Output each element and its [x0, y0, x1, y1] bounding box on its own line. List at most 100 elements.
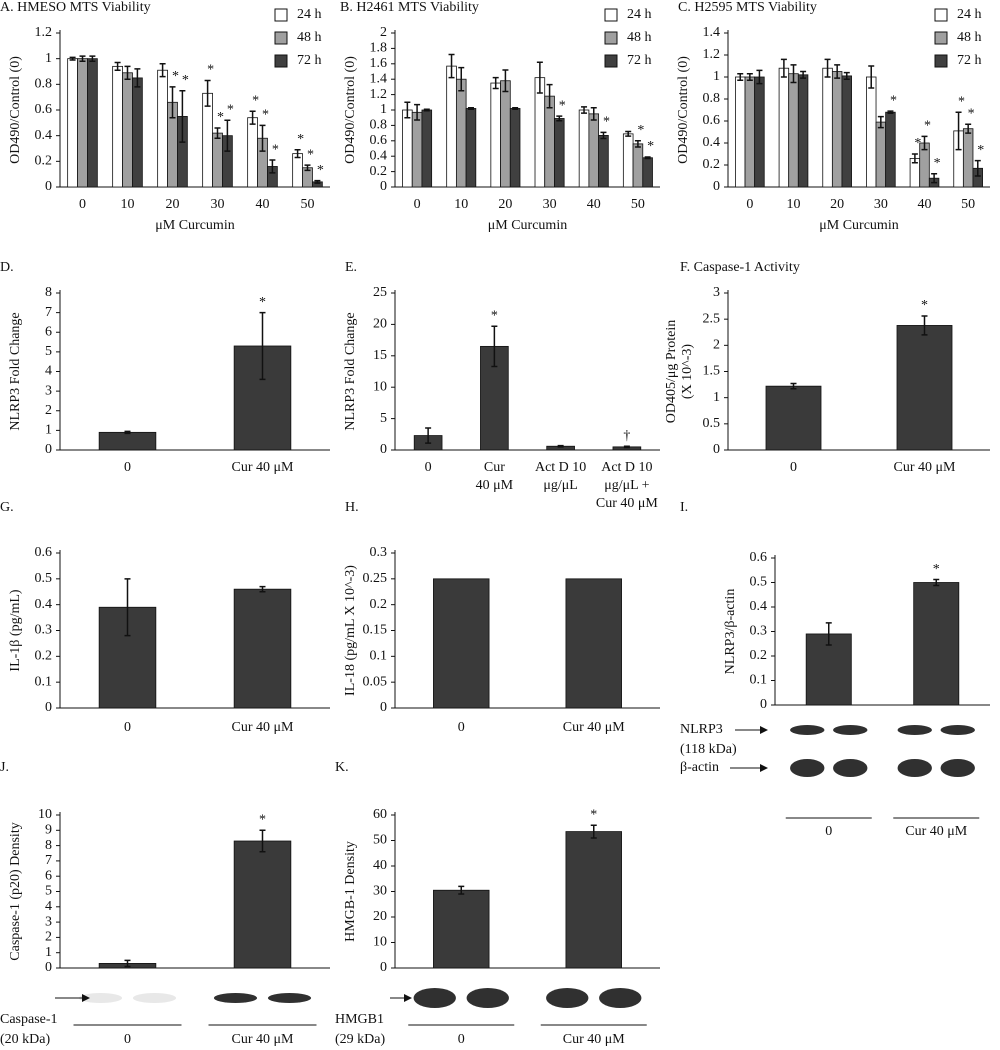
blot-label: NLRP3	[680, 722, 723, 737]
significance-mark: *	[172, 69, 179, 84]
y-tick-label: 0.6	[703, 113, 721, 128]
y-tick-label: 0.6	[370, 133, 388, 148]
error-bar	[546, 83, 553, 109]
bar	[885, 111, 896, 188]
significance-mark: *	[259, 295, 266, 310]
blot-label: HMGB1	[335, 1012, 384, 1027]
y-tick-label: 0.2	[370, 164, 388, 179]
x-axis-label: μM Curcumin	[488, 218, 567, 233]
y-tick-label: 3	[45, 383, 52, 398]
x-tick-label: Act D 10	[601, 460, 652, 475]
x-tick-label: Cur 40 μM	[232, 720, 295, 735]
error-bar	[224, 119, 231, 152]
error-bar	[556, 115, 563, 122]
bar	[797, 74, 809, 188]
y-tick-label: 0	[760, 697, 767, 712]
panel-title: I.	[680, 500, 688, 515]
error-bar	[467, 106, 474, 110]
bar	[455, 78, 467, 188]
bar	[554, 118, 565, 188]
blot-band	[790, 725, 825, 735]
blot-band	[833, 725, 868, 735]
y-tick-label: 4	[45, 364, 52, 379]
panel-title: A. HMESO MTS Viability	[0, 0, 151, 15]
y-tick-label: 0	[380, 442, 387, 457]
error-bar	[644, 156, 651, 160]
error-bar	[259, 829, 266, 853]
y-tick-label: 40	[373, 858, 387, 873]
blot-label: (20 kDa)	[0, 1032, 50, 1047]
y-tick-label: 30	[373, 884, 387, 899]
significance-mark: *	[890, 93, 897, 108]
error-bar	[590, 824, 597, 839]
panel-title: G.	[0, 500, 14, 515]
error-bar	[294, 149, 301, 159]
bar	[754, 76, 765, 188]
error-bar	[834, 64, 841, 79]
error-bar	[921, 135, 928, 151]
error-bar	[502, 69, 509, 93]
legend-swatch	[604, 54, 618, 68]
x-tick-label: Cur 40 μM	[905, 824, 968, 839]
x-tick-label: 0	[414, 197, 421, 212]
bar	[913, 582, 960, 706]
error-bar	[491, 325, 498, 368]
y-tick-label: 4	[45, 899, 52, 914]
y-tick-label: 7	[45, 853, 52, 868]
bar	[831, 71, 843, 188]
x-tick-label: 30	[211, 197, 225, 212]
error-bar	[756, 69, 763, 85]
x-tick-label: Act D 10	[535, 460, 586, 475]
bar	[247, 117, 258, 188]
bar	[465, 108, 477, 188]
legend-label: 24 h	[297, 7, 322, 22]
y-tick-label: 0.6	[750, 550, 768, 565]
significance-mark: *	[647, 139, 654, 154]
y-tick-label: 0.4	[703, 135, 721, 150]
legend-label: 24 h	[627, 7, 652, 22]
error-bar	[590, 106, 597, 121]
panel-title: D.	[0, 260, 14, 275]
error-bar	[124, 578, 131, 637]
y-tick-label: 0.5	[750, 575, 768, 590]
legend-swatch	[604, 31, 618, 45]
blot-band	[132, 993, 177, 1003]
y-tick-label: 1.4	[703, 25, 721, 40]
significance-mark: *	[272, 142, 279, 157]
bar	[841, 75, 852, 188]
bar	[202, 92, 213, 188]
significance-mark: *	[958, 94, 965, 109]
y-tick-label: 0.8	[35, 77, 53, 92]
y-tick-label: 1	[713, 390, 720, 405]
bar	[866, 76, 877, 188]
error-bar	[169, 86, 176, 119]
y-tick-label: 20	[373, 317, 387, 332]
x-tick-label: 40	[256, 197, 270, 212]
y-tick-label: 20	[373, 909, 387, 924]
y-tick-label: 0.4	[750, 599, 768, 614]
y-tick-label: 0	[380, 179, 387, 194]
significance-mark: *	[307, 147, 314, 162]
error-bar	[933, 578, 940, 587]
error-bar	[448, 53, 455, 79]
bar	[778, 67, 790, 188]
error-bar	[800, 70, 807, 79]
significance-mark: †	[623, 428, 630, 443]
significance-mark: *	[914, 136, 921, 151]
y-tick-label: 10	[38, 807, 52, 822]
error-bar	[204, 79, 211, 107]
error-bar	[269, 159, 276, 174]
x-tick-label: Cur	[484, 460, 505, 475]
error-bar	[911, 153, 918, 164]
significance-mark: *	[921, 298, 928, 313]
y-tick-label: 10	[373, 379, 387, 394]
error-bar	[179, 90, 186, 143]
x-tick-label: 20	[830, 197, 844, 212]
x-tick-label: 40 μM	[476, 478, 514, 493]
x-tick-label: 0	[124, 1032, 131, 1047]
error-bar	[623, 445, 630, 449]
bar	[765, 385, 822, 451]
y-tick-label: 3	[713, 285, 720, 300]
y-tick-label: 0.1	[35, 674, 53, 689]
